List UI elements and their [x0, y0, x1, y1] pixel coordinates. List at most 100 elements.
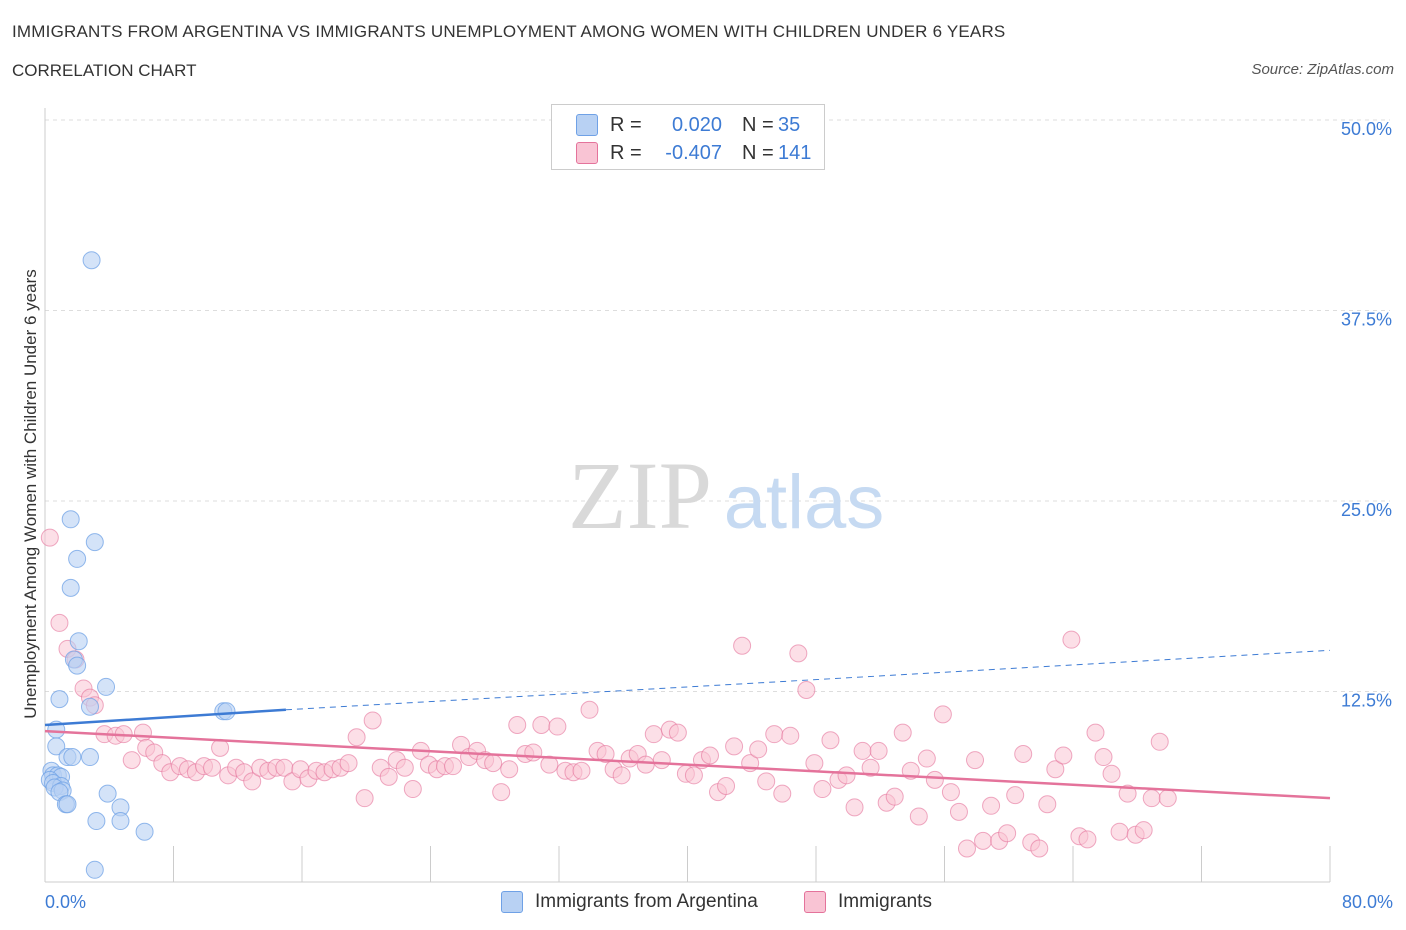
- point-immigrants: [941, 783, 960, 802]
- point-argentina: [80, 697, 99, 716]
- trend-argentina: [44, 708, 287, 727]
- point-immigrants: [925, 770, 944, 789]
- y-tick-label: 25.0%: [1341, 500, 1392, 520]
- legend-r-label: R =: [610, 141, 642, 164]
- point-argentina: [217, 702, 236, 721]
- point-immigrants: [203, 758, 222, 777]
- point-immigrants: [580, 700, 599, 719]
- point-argentina: [98, 784, 117, 803]
- point-argentina: [80, 748, 99, 767]
- point-argentina: [82, 251, 101, 270]
- point-immigrants: [885, 787, 904, 806]
- tick-labels: 12.5% 25.0% 37.5% 50.0% 0.0% 80.0%: [45, 119, 1393, 912]
- point-immigrants: [1134, 821, 1153, 840]
- point-immigrants: [789, 644, 808, 663]
- point-immigrants: [548, 717, 567, 736]
- point-argentina: [135, 822, 154, 841]
- trend-lines: [44, 649, 1331, 800]
- point-immigrants: [1006, 786, 1025, 805]
- point-immigrants: [757, 772, 776, 791]
- point-immigrants: [379, 767, 398, 786]
- point-immigrants: [966, 751, 985, 770]
- bottom-legend-swatch-pink: [804, 891, 826, 913]
- point-immigrants: [917, 749, 936, 768]
- y-axis-label: Unemployment Among Women with Children U…: [21, 269, 40, 718]
- point-immigrants: [1046, 760, 1065, 779]
- trend-immigrants: [44, 729, 1331, 800]
- point-immigrants: [765, 725, 784, 744]
- point-immigrants: [1086, 723, 1105, 742]
- point-immigrants: [957, 839, 976, 858]
- watermark-zip: ZIP: [568, 442, 712, 549]
- series-immigrants: [40, 528, 1177, 858]
- chart-title: IMMIGRANTS FROM ARGENTINA VS IMMIGRANTS …: [12, 22, 1006, 41]
- point-immigrants: [524, 743, 543, 762]
- point-immigrants: [893, 723, 912, 742]
- point-immigrants: [355, 789, 374, 808]
- legend-n-label: N =: [742, 141, 774, 164]
- legend-n-value: 141: [778, 141, 812, 164]
- point-immigrants: [540, 755, 559, 774]
- point-immigrants: [339, 754, 358, 773]
- point-immigrants: [403, 780, 422, 799]
- point-immigrants: [813, 780, 832, 799]
- point-immigrants: [717, 776, 736, 795]
- point-immigrants: [700, 746, 719, 765]
- point-immigrants: [982, 796, 1001, 815]
- point-immigrants: [837, 766, 856, 785]
- point-immigrants: [749, 740, 768, 759]
- point-argentina: [111, 812, 130, 831]
- watermark-atlas: atlas: [724, 460, 885, 545]
- legend-r-value: -0.407: [665, 141, 722, 164]
- point-immigrants: [211, 738, 230, 757]
- point-argentina: [61, 510, 80, 529]
- legend-n-label: N =: [742, 113, 774, 136]
- source-label: Source: ZipAtlas.com: [1251, 61, 1394, 78]
- point-immigrants: [395, 758, 414, 777]
- point-immigrants: [644, 725, 663, 744]
- point-immigrants: [933, 705, 952, 724]
- point-immigrants: [853, 741, 872, 760]
- point-immigrants: [363, 711, 382, 730]
- point-immigrants: [1118, 784, 1137, 803]
- point-argentina: [87, 812, 106, 831]
- point-argentina: [58, 795, 77, 814]
- point-argentina: [50, 690, 69, 709]
- bottom-legend-swatch-blue: [501, 891, 523, 913]
- point-immigrants: [733, 636, 752, 655]
- y-tick-label: 37.5%: [1341, 310, 1392, 330]
- correlation-legend: R = 0.020 N = 35 R = -0.407 N = 141: [551, 104, 825, 170]
- point-immigrants: [684, 766, 703, 785]
- point-immigrants: [500, 760, 519, 779]
- bottom-legend-argentina: Immigrants from Argentina: [501, 889, 758, 915]
- point-immigrants: [652, 751, 671, 770]
- gridlines: [45, 119, 1390, 692]
- legend-row-immigrants: R = -0.407 N = 141: [576, 139, 818, 167]
- y-tick-label: 12.5%: [1341, 691, 1392, 711]
- point-immigrants: [572, 761, 591, 780]
- point-immigrants: [1014, 744, 1033, 763]
- point-immigrants: [484, 754, 503, 773]
- point-immigrants: [347, 728, 366, 747]
- point-immigrants: [50, 613, 69, 632]
- point-immigrants: [612, 766, 631, 785]
- point-immigrants: [1078, 830, 1097, 849]
- point-immigrants: [1054, 746, 1073, 765]
- point-immigrants: [949, 802, 968, 821]
- legend-row-argentina: R = 0.020 N = 35: [576, 111, 818, 139]
- x-tick-label-min: 0.0%: [45, 892, 86, 912]
- point-immigrants: [974, 831, 993, 850]
- series-immigrants-from-argentina: [40, 251, 236, 879]
- point-immigrants: [636, 755, 655, 774]
- point-immigrants: [1030, 839, 1049, 858]
- point-immigrants: [243, 772, 262, 791]
- point-immigrants: [1158, 789, 1177, 808]
- point-immigrants: [122, 751, 141, 770]
- point-argentina: [47, 737, 66, 756]
- point-immigrants: [797, 680, 816, 699]
- point-immigrants: [668, 723, 687, 742]
- point-immigrants: [1142, 789, 1161, 808]
- legend-n-value: 35: [778, 113, 801, 136]
- legend-swatch-pink: [576, 142, 598, 164]
